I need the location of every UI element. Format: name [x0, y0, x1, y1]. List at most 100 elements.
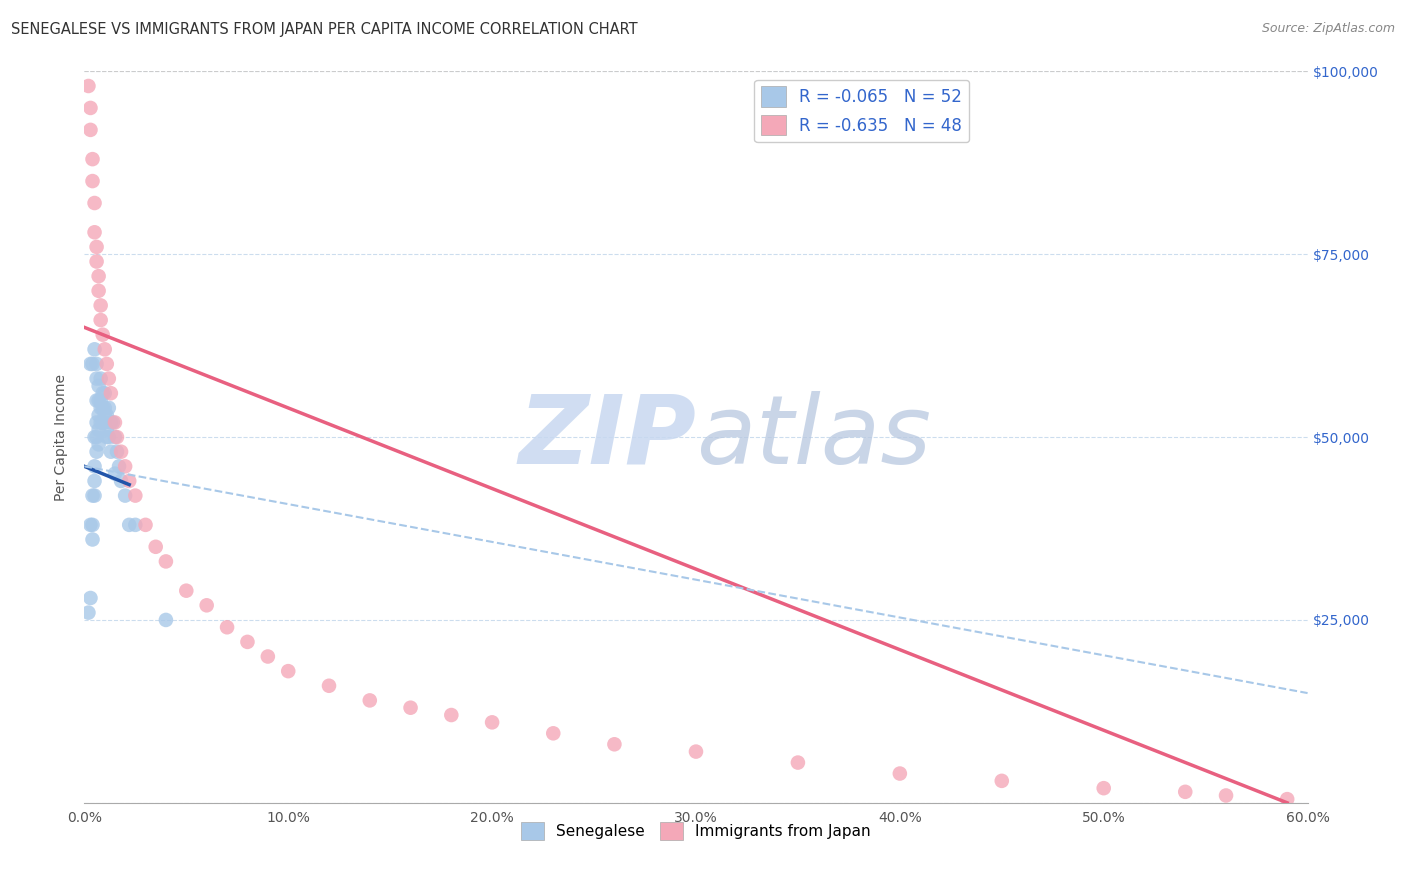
Point — [90, 401, 112, 415]
Point — [79, 517, 101, 532]
Point — [91, 327, 114, 342]
Point — [87, 423, 110, 437]
Point — [100, 386, 122, 401]
Point — [100, 444, 122, 458]
Point — [86, 393, 108, 408]
Point — [543, 726, 565, 740]
Text: SENEGALESE VS IMMIGRANTS FROM JAPAN PER CAPITA INCOME CORRELATION CHART: SENEGALESE VS IMMIGRANTS FROM JAPAN PER … — [11, 22, 638, 37]
Point — [174, 583, 197, 598]
Point — [155, 554, 177, 568]
Point — [257, 649, 280, 664]
Point — [86, 254, 108, 268]
Point — [87, 393, 110, 408]
Point — [96, 423, 118, 437]
Point — [82, 357, 104, 371]
Point — [114, 489, 136, 503]
Text: ZIP: ZIP — [517, 391, 696, 483]
Point — [86, 357, 108, 371]
Point — [83, 459, 105, 474]
Point — [96, 408, 118, 422]
Point — [110, 474, 132, 488]
Point — [82, 489, 104, 503]
Point — [87, 379, 110, 393]
Text: atlas: atlas — [696, 391, 931, 483]
Point — [77, 78, 100, 93]
Point — [90, 313, 112, 327]
Point — [87, 269, 110, 284]
Point — [155, 613, 177, 627]
Point — [104, 430, 127, 444]
Point — [236, 635, 259, 649]
Point — [105, 430, 128, 444]
Point — [1277, 792, 1299, 806]
Point — [991, 773, 1014, 788]
Point — [124, 489, 146, 503]
Point — [93, 416, 115, 430]
Point — [86, 240, 108, 254]
Point — [124, 517, 146, 532]
Point — [79, 591, 101, 605]
Point — [105, 444, 128, 458]
Point — [359, 693, 381, 707]
Point — [90, 298, 112, 312]
Point — [82, 533, 104, 547]
Point — [83, 474, 105, 488]
Point — [481, 715, 503, 730]
Point — [145, 540, 167, 554]
Point — [90, 416, 112, 430]
Point — [1174, 785, 1197, 799]
Point — [787, 756, 810, 770]
Point — [440, 708, 463, 723]
Point — [100, 416, 122, 430]
Point — [101, 416, 124, 430]
Point — [79, 101, 101, 115]
Point — [1092, 781, 1115, 796]
Point — [82, 174, 104, 188]
Point — [104, 416, 127, 430]
Point — [96, 357, 118, 371]
Point — [93, 343, 115, 357]
Point — [79, 123, 101, 137]
Point — [91, 416, 114, 430]
Point — [195, 599, 218, 613]
Point — [91, 401, 114, 415]
Point — [97, 371, 120, 385]
Point — [79, 357, 101, 371]
Point — [277, 664, 299, 678]
Legend: Senegalese, Immigrants from Japan: Senegalese, Immigrants from Japan — [515, 815, 877, 847]
Y-axis label: Per Capita Income: Per Capita Income — [55, 374, 69, 500]
Point — [318, 679, 340, 693]
Point — [108, 459, 131, 474]
Point — [603, 737, 626, 751]
Point — [135, 517, 157, 532]
Point — [83, 196, 105, 211]
Point — [82, 152, 104, 166]
Point — [685, 745, 707, 759]
Point — [93, 408, 115, 422]
Point — [91, 386, 114, 401]
Point — [118, 474, 141, 488]
Point — [87, 284, 110, 298]
Point — [83, 343, 105, 357]
Point — [86, 444, 108, 458]
Point — [1215, 789, 1237, 803]
Point — [96, 430, 118, 444]
Point — [87, 437, 110, 451]
Point — [82, 517, 104, 532]
Point — [889, 766, 911, 780]
Point — [86, 371, 108, 385]
Text: Source: ZipAtlas.com: Source: ZipAtlas.com — [1261, 22, 1395, 36]
Point — [77, 606, 100, 620]
Point — [217, 620, 239, 634]
Point — [104, 467, 127, 481]
Point — [118, 517, 141, 532]
Point — [97, 401, 120, 415]
Point — [93, 401, 115, 415]
Point — [90, 393, 112, 408]
Point — [114, 459, 136, 474]
Point — [86, 430, 108, 444]
Point — [83, 489, 105, 503]
Point — [97, 430, 120, 444]
Point — [83, 430, 105, 444]
Point — [83, 225, 105, 239]
